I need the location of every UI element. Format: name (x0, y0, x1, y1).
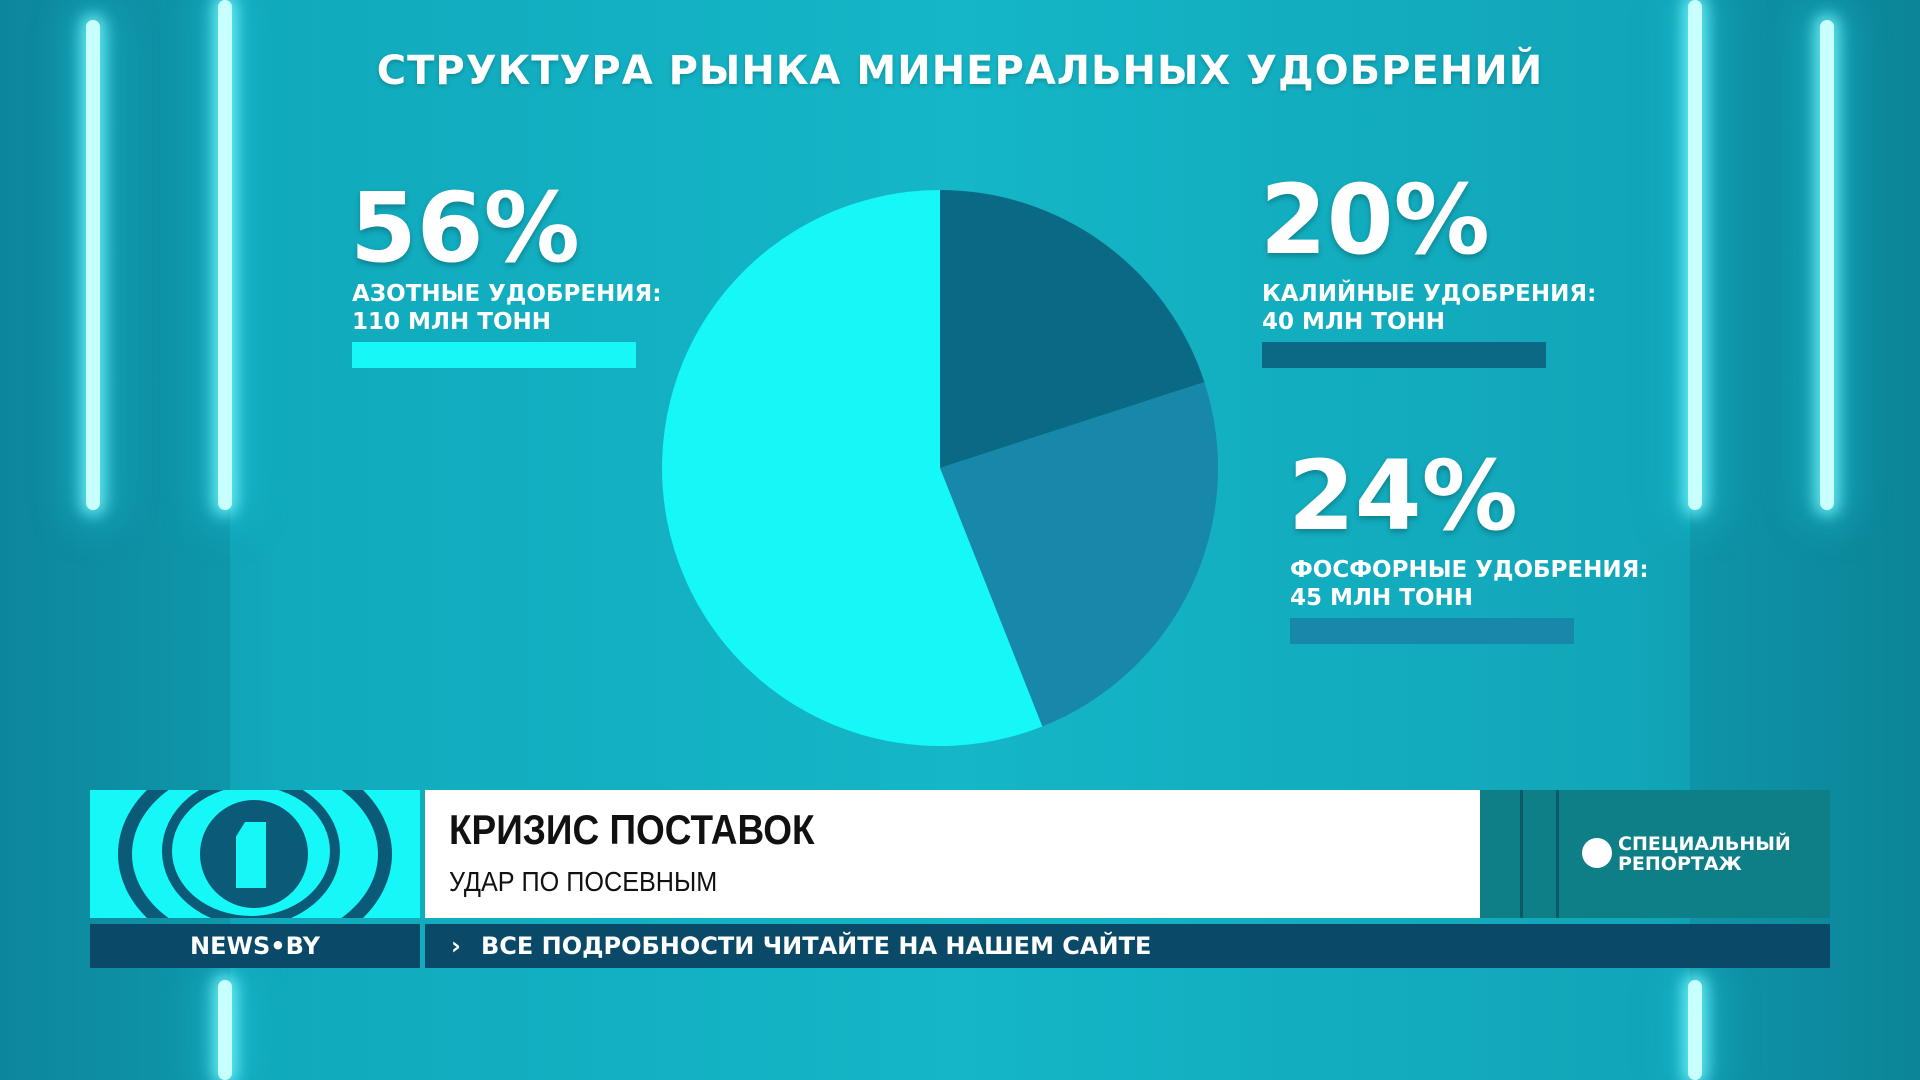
phosphate-label: ФОСФОРНЫЕ УДОБРЕНИЯ: 45 МЛН ТОНН (1290, 556, 1649, 612)
headline-title: КРИЗИС ПОСТАВОК (449, 806, 815, 853)
badge-line-1: СПЕЦИАЛЬНЫЙ (1618, 833, 1791, 855)
pie-slice-1 (940, 382, 1218, 727)
badge-line-2: РЕПОРТАЖ (1618, 853, 1742, 875)
pie-chart (662, 190, 1218, 746)
chart-title: СТРУКТУРА РЫНКА МИНЕРАЛЬНЫХ УДОБРЕНИЙ (376, 48, 1544, 94)
special-report-badge: СПЕЦИАЛЬНЫЙ РЕПОРТАЖ (1480, 790, 1830, 918)
glow-bar-left-lower (218, 980, 232, 1080)
logo-ring-inner (162, 790, 340, 918)
nitrogen-label: АЗОТНЫЕ УДОБРЕНИЯ: 110 МЛН ТОНН (352, 280, 661, 336)
headline-subtitle: УДАР ПО ПОСЕВНЫМ (449, 866, 718, 897)
glow-bar-right-lower (1688, 980, 1702, 1080)
phosphate-percent: 24% (1288, 440, 1518, 552)
pie-slice-2 (662, 190, 1043, 746)
badge-text: СПЕЦИАЛЬНЫЙ РЕПОРТАЖ (1618, 834, 1791, 874)
badge-dot-icon (1582, 838, 1612, 868)
potash-percent: 20% (1260, 164, 1490, 276)
phosphate-label-value: 45 МЛН ТОНН (1290, 585, 1474, 611)
badge-stripe (1520, 790, 1523, 918)
crawl-text: ВСЕ ПОДРОБНОСТИ ЧИТАЙТЕ НА НАШЕМ САЙТЕ (481, 932, 1152, 960)
nitrogen-label-name: АЗОТНЫЕ УДОБРЕНИЯ: (352, 281, 662, 307)
nitrogen-label-value: 110 МЛН ТОНН (352, 309, 552, 335)
nitrogen-percent: 56% (350, 172, 580, 284)
nitrogen-swatch (352, 342, 636, 368)
potash-label-value: 40 МЛН ТОНН (1262, 309, 1446, 335)
phosphate-label-name: ФОСФОРНЫЕ УДОБРЕНИЯ: (1290, 557, 1649, 583)
potash-label-name: КАЛИЙНЫЕ УДОБРЕНИЯ: (1262, 281, 1597, 307)
logo-one-icon (236, 822, 266, 888)
phosphate-swatch (1290, 618, 1574, 644)
right-side-panel (1690, 0, 1920, 1080)
site-label: NEWS•BY (90, 924, 420, 968)
headline-panel: КРИЗИС ПОСТАВОК УДАР ПО ПОСЕВНЫМ (425, 790, 1480, 918)
potash-swatch (1262, 342, 1546, 368)
glow-bar-left-inner (218, 0, 232, 510)
pie-slice-0 (940, 190, 1205, 468)
channel-logo (90, 790, 420, 918)
left-side-panel (0, 0, 230, 1080)
glow-bar-right-inner (1688, 0, 1702, 510)
badge-stripe (1556, 790, 1559, 918)
potash-label: КАЛИЙНЫЕ УДОБРЕНИЯ: 40 МЛН ТОНН (1262, 280, 1596, 336)
glow-bar-right-outer (1820, 20, 1834, 510)
chevron-right-icon: › (451, 932, 461, 960)
glow-bar-left-outer (86, 20, 100, 510)
news-crawl: › ВСЕ ПОДРОБНОСТИ ЧИТАЙТЕ НА НАШЕМ САЙТЕ (425, 924, 1830, 968)
